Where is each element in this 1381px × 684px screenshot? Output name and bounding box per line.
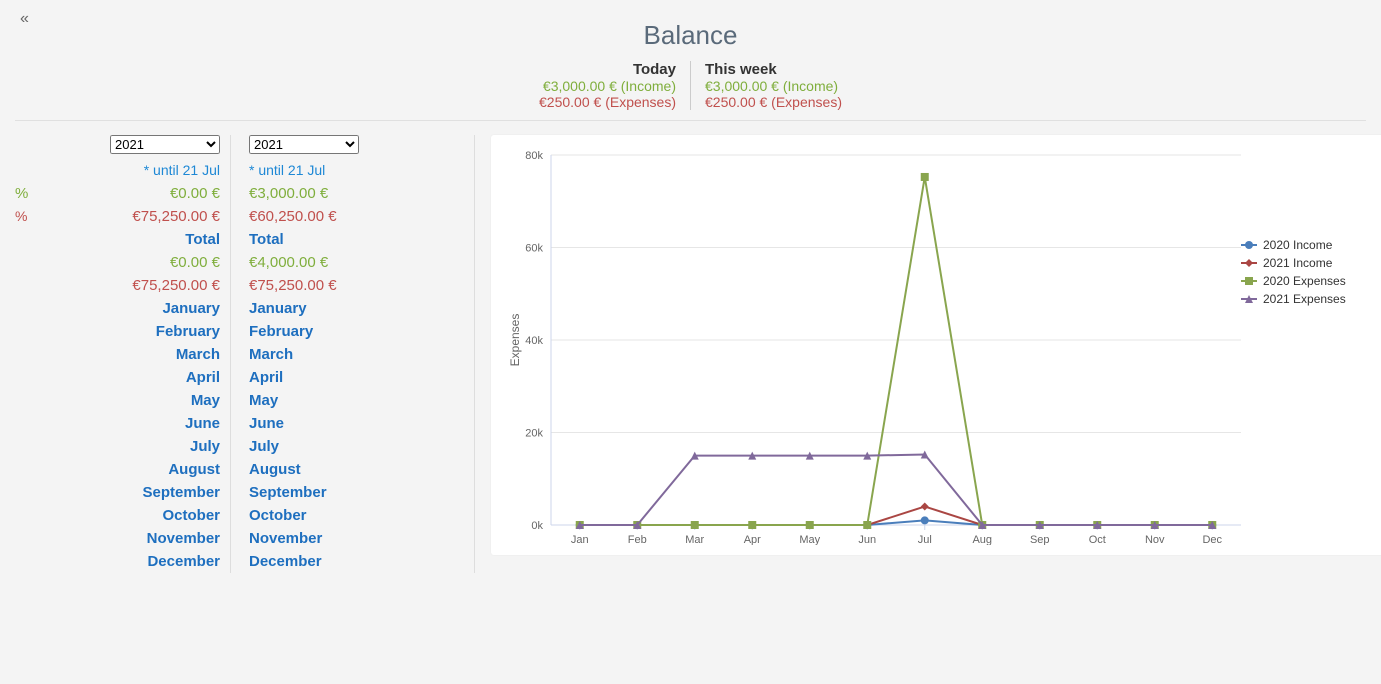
svg-text:2020 Income: 2020 Income <box>1263 238 1333 252</box>
month-link[interactable]: June <box>249 412 450 435</box>
total-expense-left: €75,250.00 € <box>15 274 220 297</box>
collapse-icon[interactable]: « <box>20 10 29 28</box>
svg-text:Nov: Nov <box>1145 534 1165 545</box>
ytd-income-left: €0.00 € <box>170 185 220 202</box>
month-link[interactable]: May <box>15 389 220 412</box>
total-expense-right: €75,250.00 € <box>249 274 450 297</box>
month-link[interactable]: January <box>15 297 220 320</box>
this-week-label: This week <box>705 61 842 78</box>
svg-text:2021 Income: 2021 Income <box>1263 256 1333 270</box>
month-link[interactable]: November <box>15 527 220 550</box>
week-expenses: €250.00 € (Expenses) <box>705 94 842 110</box>
month-link[interactable]: June <box>15 412 220 435</box>
svg-text:May: May <box>799 534 820 545</box>
svg-text:Jun: Jun <box>858 534 876 545</box>
svg-text:Jan: Jan <box>571 534 589 545</box>
year-select-left[interactable]: 2021 <box>110 135 220 154</box>
year-select-right[interactable]: 2021 <box>249 135 359 154</box>
svg-text:40k: 40k <box>525 335 543 347</box>
month-link[interactable]: August <box>15 458 220 481</box>
total-income-left: €0.00 € <box>15 251 220 274</box>
month-link[interactable]: February <box>249 320 450 343</box>
month-link[interactable]: December <box>15 550 220 573</box>
svg-text:60k: 60k <box>525 243 543 255</box>
total-label-left: Total <box>15 228 220 251</box>
month-link[interactable]: May <box>249 389 450 412</box>
page-title: Balance <box>15 20 1366 51</box>
svg-text:80k: 80k <box>525 150 543 162</box>
svg-text:Dec: Dec <box>1202 534 1222 545</box>
month-link[interactable]: March <box>249 343 450 366</box>
svg-text:Jul: Jul <box>918 534 932 545</box>
svg-text:2020 Expenses: 2020 Expenses <box>1263 274 1346 288</box>
divider <box>15 120 1366 121</box>
month-link[interactable]: December <box>249 550 450 573</box>
month-link[interactable]: October <box>249 504 450 527</box>
svg-text:Mar: Mar <box>685 534 704 545</box>
month-link[interactable]: April <box>15 366 220 389</box>
svg-text:Oct: Oct <box>1089 534 1106 545</box>
svg-text:Feb: Feb <box>628 534 647 545</box>
today-income: €3,000.00 € (Income) <box>539 78 676 94</box>
month-link[interactable]: August <box>249 458 450 481</box>
month-link[interactable]: November <box>249 527 450 550</box>
today-label: Today <box>539 61 676 78</box>
ytd-expense-right: €60,250.00 € <box>249 205 450 228</box>
year-column-right: 2021 * until 21 Jul €3,000.00 € €60,250.… <box>230 135 460 573</box>
month-link[interactable]: July <box>15 435 220 458</box>
svg-text:2021 Expenses: 2021 Expenses <box>1263 292 1346 306</box>
week-income: €3,000.00 € (Income) <box>705 78 842 94</box>
total-income-right: €4,000.00 € <box>249 251 450 274</box>
total-label-right: Total <box>249 228 450 251</box>
svg-text:Expenses: Expenses <box>508 314 522 367</box>
today-this-week-summary: Today €3,000.00 € (Income) €250.00 € (Ex… <box>15 61 1366 110</box>
month-link[interactable]: April <box>249 366 450 389</box>
until-label-left: * until 21 Jul <box>15 160 220 182</box>
expenses-chart: 0k 20k 40k 60k 80k Jan Feb Mar Apr May Jun Jul Aug Se… <box>491 135 1381 555</box>
ytd-expense-left: €75,250.00 € <box>132 208 220 225</box>
ytd-income-right: €3,000.00 € <box>249 182 450 205</box>
year-column-left: 2021 * until 21 Jul % €0.00 € % €75,250.… <box>15 135 230 573</box>
month-link[interactable]: July <box>249 435 450 458</box>
month-link[interactable]: March <box>15 343 220 366</box>
svg-text:20k: 20k <box>525 428 543 440</box>
month-link[interactable]: October <box>15 504 220 527</box>
month-link[interactable]: January <box>249 297 450 320</box>
today-expenses: €250.00 € (Expenses) <box>539 94 676 110</box>
pct-income-label: % <box>15 185 35 202</box>
month-link[interactable]: February <box>15 320 220 343</box>
pct-expense-label: % <box>15 208 35 224</box>
month-link[interactable]: September <box>15 481 220 504</box>
svg-text:Sep: Sep <box>1030 534 1050 545</box>
vertical-divider <box>474 135 475 573</box>
until-label-right: * until 21 Jul <box>249 160 450 182</box>
svg-text:Aug: Aug <box>972 534 992 545</box>
svg-text:Apr: Apr <box>744 534 761 545</box>
month-link[interactable]: September <box>249 481 450 504</box>
svg-text:0k: 0k <box>531 520 543 532</box>
